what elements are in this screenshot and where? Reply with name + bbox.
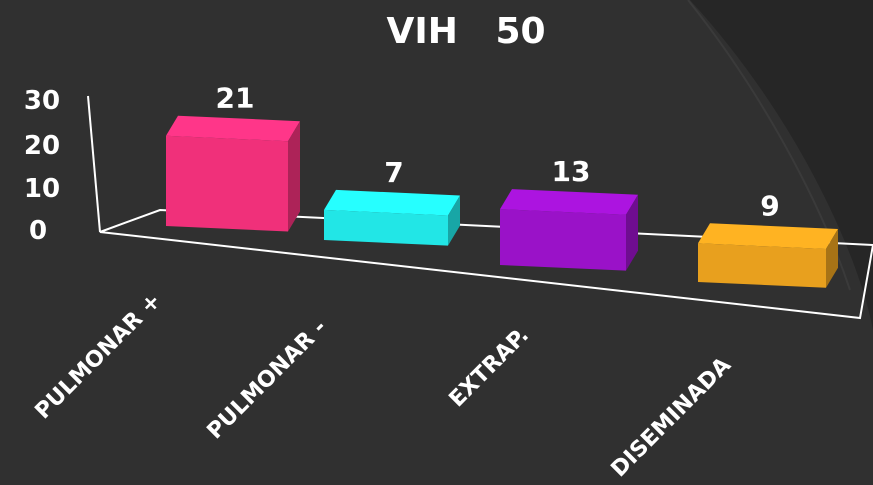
data-label-pulmonar-minus: 7: [384, 156, 403, 189]
bar-top: [698, 223, 838, 250]
bar-side: [826, 229, 838, 288]
bar-top: [500, 189, 638, 215]
y-axis-line: [87, 95, 101, 233]
chart-title: VIH 50: [386, 11, 545, 52]
y-tick-label-20: 20: [24, 131, 60, 161]
bar-front: [324, 209, 448, 246]
background-arc: [690, 0, 873, 330]
bar-pulmonar-minus: [324, 189, 460, 246]
bar-extrap: [500, 189, 638, 271]
y-tick-label-10: 10: [24, 174, 60, 204]
bar-front: [698, 243, 826, 288]
bar-front: [166, 135, 288, 232]
bar-front: [500, 209, 626, 271]
bar-pulmonar-plus: [166, 115, 300, 232]
bar-top: [324, 189, 460, 216]
y-tick-label-0: 0: [29, 216, 47, 246]
x-tick-label-extrap: EXTRAP.: [445, 323, 534, 412]
x-tick-label-pulmonar-plus: PULMONAR +: [31, 288, 167, 424]
x-tick-label-diseminada: DISEMINADA: [607, 353, 736, 482]
data-label-extrap: 13: [552, 155, 591, 188]
y-ticks: 30 20 10 0: [24, 86, 60, 246]
y-tick-label-30: 30: [24, 86, 60, 116]
bar-side: [288, 121, 300, 232]
bar-diseminada: [698, 223, 838, 288]
axis-floor: [99, 208, 873, 320]
bar-side: [626, 194, 638, 271]
bar-side: [448, 195, 460, 246]
bar-top: [166, 115, 300, 142]
data-label-pulmonar-plus: 21: [216, 82, 255, 115]
x-tick-label-pulmonar-minus: PULMONAR -: [203, 315, 332, 444]
data-label-diseminada: 9: [760, 189, 779, 222]
